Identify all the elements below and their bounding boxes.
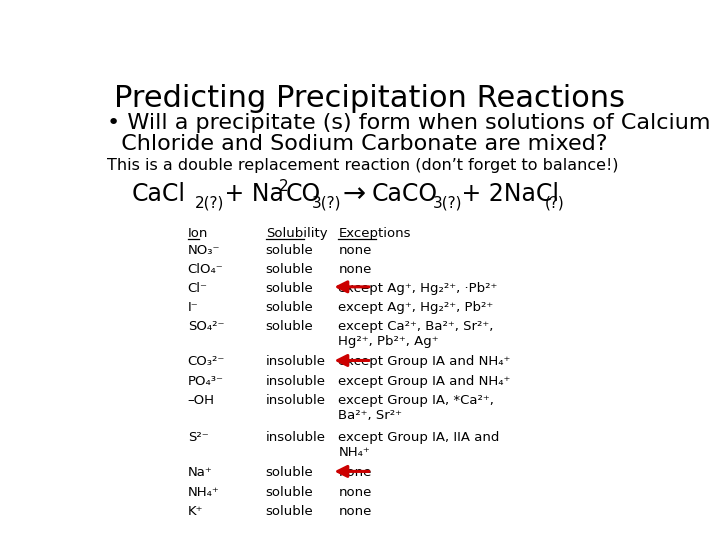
Text: soluble: soluble bbox=[266, 485, 313, 498]
Text: ClO₄⁻: ClO₄⁻ bbox=[188, 263, 223, 276]
Text: Predicting Precipitation Reactions: Predicting Precipitation Reactions bbox=[114, 84, 624, 112]
Text: Chloride and Sodium Carbonate are mixed?: Chloride and Sodium Carbonate are mixed? bbox=[107, 134, 607, 154]
Text: soluble: soluble bbox=[266, 505, 313, 518]
Text: 3(?): 3(?) bbox=[312, 196, 341, 211]
Text: except Ag⁺, Hg₂²⁺, Pb²⁺: except Ag⁺, Hg₂²⁺, Pb²⁺ bbox=[338, 301, 494, 314]
Text: except Group IA, *Ca²⁺,
Ba²⁺, Sr²⁺: except Group IA, *Ca²⁺, Ba²⁺, Sr²⁺ bbox=[338, 394, 494, 422]
Text: CaCl: CaCl bbox=[132, 181, 186, 206]
Text: insoluble: insoluble bbox=[266, 375, 325, 388]
Text: NH₄⁺: NH₄⁺ bbox=[188, 485, 220, 498]
Text: I⁻: I⁻ bbox=[188, 301, 199, 314]
Text: except Ca²⁺, Ba²⁺, Sr²⁺,
Hg²⁺, Pb²⁺, Ag⁺: except Ca²⁺, Ba²⁺, Sr²⁺, Hg²⁺, Pb²⁺, Ag⁺ bbox=[338, 320, 494, 348]
Text: 2: 2 bbox=[279, 179, 288, 194]
Text: except Group IA, IIA and
NH₄⁺: except Group IA, IIA and NH₄⁺ bbox=[338, 431, 500, 459]
Text: (?): (?) bbox=[545, 196, 564, 211]
Text: soluble: soluble bbox=[266, 263, 313, 276]
Text: Ion: Ion bbox=[188, 227, 208, 240]
Text: + 2NaCl: + 2NaCl bbox=[454, 181, 559, 206]
Text: soluble: soluble bbox=[266, 244, 313, 256]
Text: insoluble: insoluble bbox=[266, 355, 325, 368]
Text: S²⁻: S²⁻ bbox=[188, 431, 208, 444]
Text: Na⁺: Na⁺ bbox=[188, 467, 212, 480]
Text: except Ag⁺, Hg₂²⁺, ·Pb²⁺: except Ag⁺, Hg₂²⁺, ·Pb²⁺ bbox=[338, 282, 498, 295]
Text: soluble: soluble bbox=[266, 282, 313, 295]
Text: This is a double replacement reaction (don’t forget to balance!): This is a double replacement reaction (d… bbox=[107, 158, 618, 173]
Text: CaCO: CaCO bbox=[372, 181, 438, 206]
Text: soluble: soluble bbox=[266, 467, 313, 480]
Text: →: → bbox=[334, 180, 375, 208]
Text: 3(?): 3(?) bbox=[433, 196, 462, 211]
Text: except Group IA and NH₄⁺: except Group IA and NH₄⁺ bbox=[338, 355, 510, 368]
Text: none: none bbox=[338, 485, 372, 498]
Text: • Will a precipitate (s) form when solutions of Calcium: • Will a precipitate (s) form when solut… bbox=[107, 113, 710, 133]
Text: –OH: –OH bbox=[188, 394, 215, 407]
Text: CO₃²⁻: CO₃²⁻ bbox=[188, 355, 225, 368]
Text: Exceptions: Exceptions bbox=[338, 227, 411, 240]
Text: except Group IA and NH₄⁺: except Group IA and NH₄⁺ bbox=[338, 375, 510, 388]
Text: Cl⁻: Cl⁻ bbox=[188, 282, 207, 295]
Text: insoluble: insoluble bbox=[266, 431, 325, 444]
Text: + Na: + Na bbox=[217, 181, 284, 206]
Text: none: none bbox=[338, 467, 372, 480]
Text: none: none bbox=[338, 263, 372, 276]
Text: none: none bbox=[338, 244, 372, 256]
Text: K⁺: K⁺ bbox=[188, 505, 203, 518]
Text: insoluble: insoluble bbox=[266, 394, 325, 407]
Text: NO₃⁻: NO₃⁻ bbox=[188, 244, 220, 256]
Text: SO₄²⁻: SO₄²⁻ bbox=[188, 320, 224, 333]
Text: 2(?): 2(?) bbox=[195, 196, 224, 211]
Text: soluble: soluble bbox=[266, 320, 313, 333]
Text: Solubility: Solubility bbox=[266, 227, 328, 240]
Text: CO: CO bbox=[285, 181, 320, 206]
Text: soluble: soluble bbox=[266, 301, 313, 314]
Text: none: none bbox=[338, 505, 372, 518]
Text: PO₄³⁻: PO₄³⁻ bbox=[188, 375, 224, 388]
